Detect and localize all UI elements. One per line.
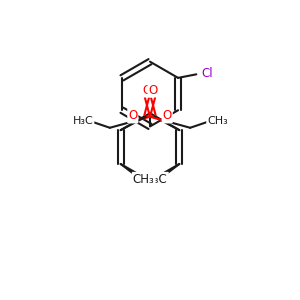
Text: H₃C: H₃C — [146, 173, 168, 186]
Text: NH: NH — [141, 175, 159, 188]
Text: H₃C: H₃C — [73, 116, 93, 126]
Text: CH₃: CH₃ — [207, 116, 228, 126]
Text: O: O — [142, 84, 152, 97]
Text: O: O — [148, 84, 158, 97]
Text: Cl: Cl — [202, 67, 213, 80]
Text: O: O — [163, 110, 172, 122]
Text: CH₃: CH₃ — [133, 173, 154, 186]
Text: O: O — [128, 110, 137, 122]
